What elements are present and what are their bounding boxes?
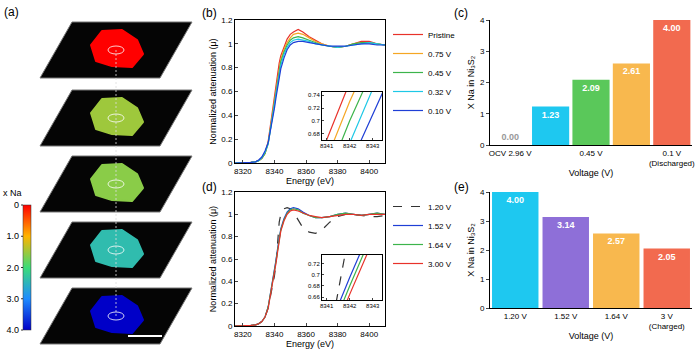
svg-text:8341: 8341 [320,303,334,309]
svg-text:0.2: 0.2 [221,299,233,308]
svg-text:0: 0 [480,141,485,150]
svg-text:0.8: 0.8 [221,63,233,72]
svg-text:(b): (b) [202,6,217,20]
svg-text:0.00: 0.00 [501,132,519,142]
svg-text:1: 1 [228,210,233,219]
svg-text:8320: 8320 [234,330,252,339]
svg-text:1: 1 [480,275,485,284]
svg-text:0.6: 0.6 [221,255,233,264]
svg-text:8380: 8380 [329,330,347,339]
svg-text:0.72: 0.72 [308,105,320,111]
svg-text:3.00 V: 3.00 V [428,260,452,269]
svg-text:(e): (e) [454,180,469,194]
svg-text:8342: 8342 [343,143,357,149]
svg-text:1.52 V: 1.52 V [554,312,578,321]
svg-text:1.2: 1.2 [221,188,233,197]
svg-text:2.57: 2.57 [607,236,625,246]
svg-text:8343: 8343 [366,143,380,149]
svg-text:4.00: 4.00 [663,23,681,33]
svg-text:0.8: 0.8 [221,232,233,241]
svg-text:X Na in Ni₃S₂: X Na in Ni₃S₂ [466,55,476,109]
svg-text:x Na: x Na [3,188,22,198]
svg-text:8380: 8380 [329,167,347,176]
svg-text:3: 3 [480,47,485,56]
svg-text:1.52 V: 1.52 V [428,222,452,231]
svg-text:0.74: 0.74 [308,92,320,98]
svg-text:8360: 8360 [297,167,315,176]
svg-text:0.4: 0.4 [221,111,233,120]
svg-text:0.45 V: 0.45 V [579,149,603,158]
svg-text:0.7: 0.7 [311,272,320,278]
svg-text:1: 1 [228,40,233,49]
svg-text:0: 0 [228,159,233,168]
svg-text:0.66: 0.66 [308,294,320,300]
svg-text:0.4: 0.4 [221,277,233,286]
svg-text:8360: 8360 [297,330,315,339]
svg-text:Pristine: Pristine [428,31,455,40]
svg-text:4: 4 [480,16,485,25]
svg-text:Energy (eV): Energy (eV) [286,176,334,186]
svg-text:3.0: 3.0 [6,294,19,304]
svg-text:X Na in Ni₃S₂: X Na in Ni₃S₂ [466,223,476,277]
svg-text:4.0: 4.0 [6,325,19,335]
svg-text:0: 0 [228,322,233,331]
svg-text:2.09: 2.09 [582,83,600,93]
svg-text:(d): (d) [202,180,217,194]
svg-text:3: 3 [480,217,485,226]
svg-text:0.68: 0.68 [308,131,320,137]
svg-text:1.64 V: 1.64 V [428,241,452,250]
svg-text:3.14: 3.14 [557,220,575,230]
svg-text:8400: 8400 [360,330,378,339]
svg-text:Voltage (V): Voltage (V) [569,331,614,341]
svg-text:OCV 2.96 V: OCV 2.96 V [489,149,532,158]
svg-text:8340: 8340 [266,330,284,339]
svg-text:1.2: 1.2 [221,16,233,25]
svg-text:1.23: 1.23 [542,110,560,120]
svg-text:Voltage (V): Voltage (V) [569,168,614,178]
svg-text:3 V(Charged): 3 V(Charged) [649,312,685,331]
svg-text:Normalized attenuation (μ): Normalized attenuation (μ) [208,206,218,312]
svg-text:4: 4 [480,188,485,197]
svg-text:Energy (eV): Energy (eV) [286,339,334,349]
svg-text:0.6: 0.6 [221,87,233,96]
svg-text:0.72: 0.72 [308,261,320,267]
svg-text:8341: 8341 [320,143,334,149]
svg-text:2: 2 [480,246,485,255]
svg-text:8343: 8343 [366,303,380,309]
svg-text:2.05: 2.05 [658,252,676,262]
svg-text:0.68: 0.68 [308,283,320,289]
svg-text:2.61: 2.61 [623,66,641,76]
svg-text:8320: 8320 [234,167,252,176]
svg-text:0.2: 0.2 [221,135,233,144]
svg-text:8340: 8340 [266,167,284,176]
svg-text:1.20 V: 1.20 V [504,312,528,321]
svg-text:Normalized attenuation (μ): Normalized attenuation (μ) [208,38,218,144]
svg-text:2.0: 2.0 [6,263,19,273]
svg-text:4.00: 4.00 [506,195,524,205]
svg-text:8400: 8400 [360,167,378,176]
svg-text:1.64 V: 1.64 V [605,312,629,321]
svg-text:0.45 V: 0.45 V [428,69,452,78]
svg-text:1: 1 [480,110,485,119]
svg-text:0.75 V: 0.75 V [428,50,452,59]
svg-text:(a): (a) [4,5,19,19]
svg-text:1.20 V: 1.20 V [428,203,452,212]
svg-text:1.0: 1.0 [6,231,19,241]
svg-text:2: 2 [480,78,485,87]
svg-text:0.7: 0.7 [311,118,320,124]
svg-text:(c): (c) [454,6,468,20]
svg-text:0: 0 [480,304,485,313]
svg-text:0.32 V: 0.32 V [428,88,452,97]
svg-text:0: 0 [14,200,19,210]
svg-text:0.10 V: 0.10 V [428,107,452,116]
svg-text:0.1 V(Discharged): 0.1 V(Discharged) [649,149,695,168]
svg-text:8342: 8342 [343,303,357,309]
